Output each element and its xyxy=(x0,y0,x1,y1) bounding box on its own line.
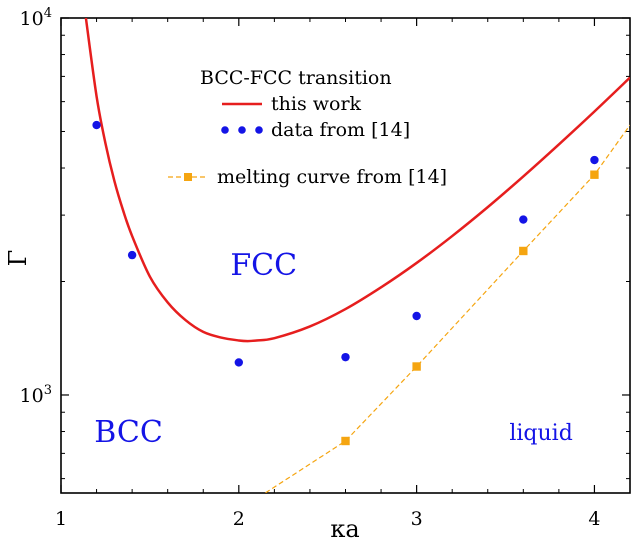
series-line-melting-curve xyxy=(265,124,630,493)
legend-label-melting: melting curve from [14] xyxy=(217,166,447,188)
tick-marks xyxy=(60,17,630,493)
data-point xyxy=(590,155,599,165)
data-point xyxy=(519,215,528,224)
melting-curve-marker xyxy=(590,170,599,179)
data-point xyxy=(92,120,101,130)
data-point xyxy=(127,250,137,260)
x-axis-label: κa xyxy=(330,515,359,542)
melting-curve-marker xyxy=(412,362,421,371)
x-tick-label: 4 xyxy=(588,508,600,530)
x-tick-label: 3 xyxy=(411,508,423,530)
legend-label-this-work: this work xyxy=(271,93,362,115)
legend-marker-data-1 xyxy=(221,126,229,134)
legend-title: BCC-FCC transition xyxy=(200,67,392,89)
legend-marker-data-2 xyxy=(238,126,246,134)
series-line-this-work xyxy=(84,18,630,343)
region-label-liquid: liquid xyxy=(509,421,572,446)
y-axis-label: Γ xyxy=(4,250,32,267)
y-tick-label: 104 xyxy=(20,6,52,30)
data-point xyxy=(341,352,350,362)
melting-curve-marker xyxy=(519,246,528,256)
legend-marker-data-3 xyxy=(255,126,263,134)
melting-curve-marker xyxy=(341,436,350,446)
region-label-bcc: BCC xyxy=(94,415,163,450)
data-point xyxy=(234,358,244,367)
y-tick-label: 103 xyxy=(20,383,52,407)
legend: BCC-FCC transition this work data from [… xyxy=(168,67,447,188)
series-clip-group xyxy=(84,18,630,493)
data-point xyxy=(412,311,421,321)
x-tick-label: 1 xyxy=(55,508,67,530)
legend-label-data: data from [14] xyxy=(271,119,410,141)
x-tick-label: 2 xyxy=(233,508,245,530)
series-layer xyxy=(84,18,630,493)
region-label-fcc: FCC xyxy=(230,248,297,283)
tick-labels: 1 2 3 4 103 104 xyxy=(20,6,601,530)
legend-marker-melting xyxy=(184,173,192,181)
annotation-layer: FCC BCC liquid xyxy=(94,248,573,450)
